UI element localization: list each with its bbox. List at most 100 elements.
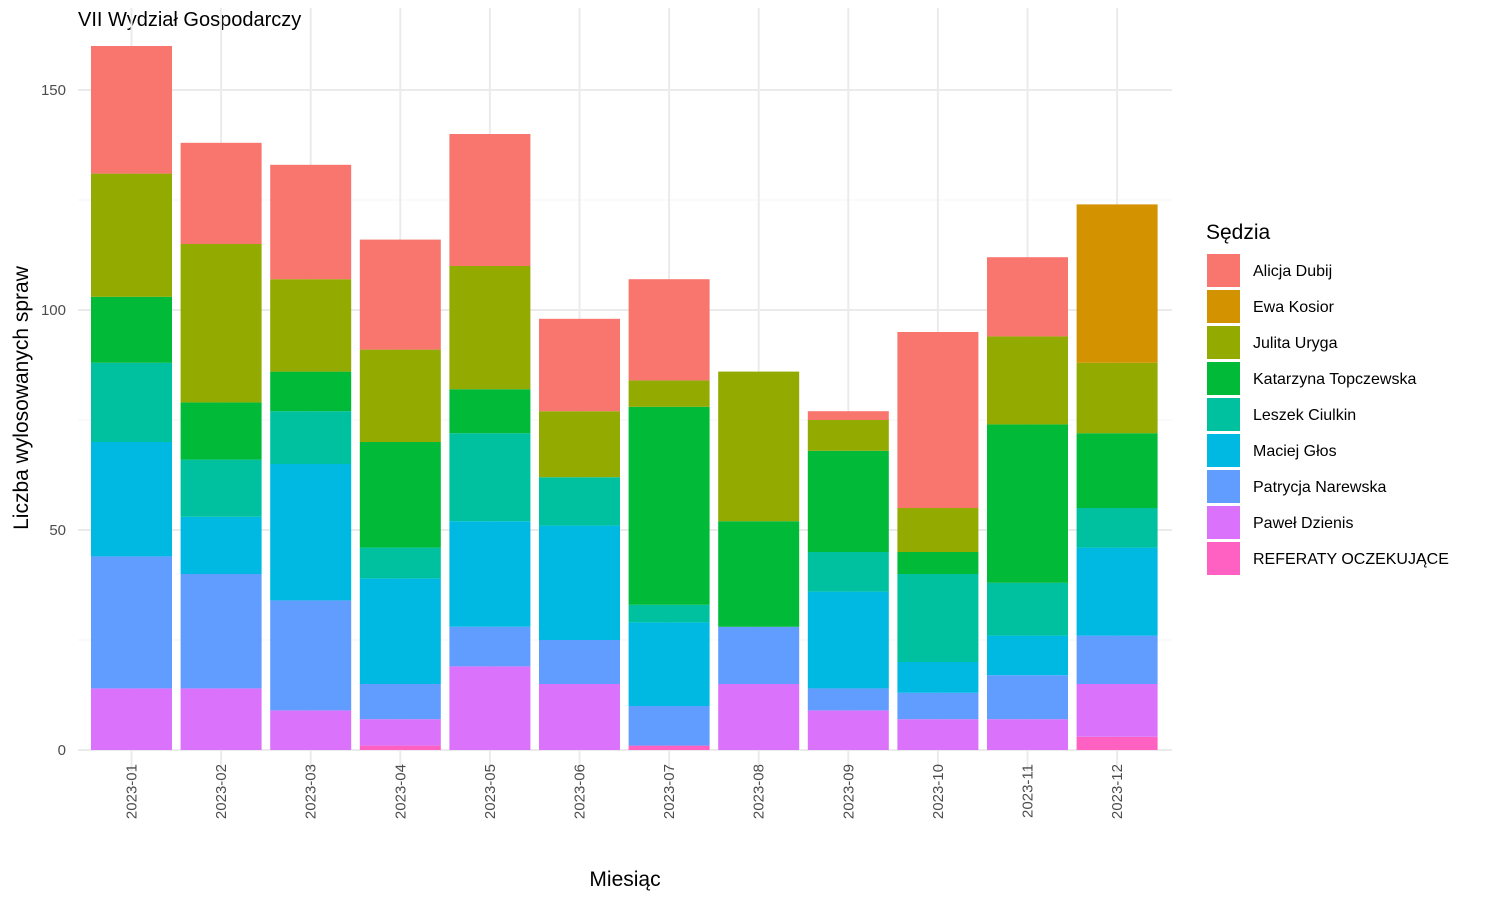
bar-segment: 2023-09 — Paweł Dzienis: 9 — [807, 710, 889, 750]
bar-segment: 2023-01 — Paweł Dzienis: 14 — [91, 688, 172, 750]
legend-label: Katarzyna Topczewska — [1253, 371, 1416, 388]
legend-key — [1207, 434, 1240, 467]
bar-segment: 2023-05 — Julita Uryga: 28 — [449, 266, 531, 390]
legend-label: Julita Uryga — [1253, 335, 1338, 352]
x-tick-label: 2023-11 — [1020, 764, 1037, 818]
bar-segment: 2023-12 — Katarzyna Topczewska: 17 — [1076, 433, 1158, 508]
legend-label: REFERATY OCZEKUJĄCE — [1253, 551, 1449, 568]
bar-segment: 2023-09 — Alicja Dubij: 2 — [807, 411, 889, 420]
bar-segment: 2023-02 — Leszek Ciulkin: 13 — [180, 459, 262, 517]
bar-segment: 2023-12 — Maciej Głos: 20 — [1076, 547, 1158, 636]
bar-segment: 2023-07 — Leszek Ciulkin: 4 — [628, 604, 710, 623]
x-tick-label: 2023-04 — [392, 764, 409, 819]
bar-segment: 2023-07 — Patrycja Narewska: 9 — [628, 706, 710, 746]
bar-segment: 2023-11 — Paweł Dzienis: 7 — [987, 719, 1068, 750]
legend-key — [1207, 326, 1240, 359]
bar-segment: 2023-11 — Maciej Głos: 9 — [987, 635, 1068, 676]
x-tick-label: 2023-01 — [124, 764, 141, 819]
bar-segment: 2023-08 — Julita Uryga: 34 — [718, 371, 800, 522]
bar-segment: 2023-10 — Julita Uryga: 10 — [897, 508, 979, 552]
bar-segment: 2023-12 — Patrycja Narewska: 11 — [1076, 635, 1158, 684]
bar-segment: 2023-10 — Maciej Głos: 7 — [897, 662, 979, 693]
x-tick-label: 2023-07 — [661, 764, 678, 819]
x-tick-label: 2023-02 — [213, 764, 230, 819]
y-tick-label: 0 — [58, 742, 66, 759]
bar-segment: 2023-07 — Alicja Dubij: 23 — [628, 279, 710, 381]
bar-segment: 2023-07 — Katarzyna Topczewska: 45 — [628, 406, 710, 605]
bar-segment: 2023-02 — Paweł Dzienis: 14 — [180, 688, 262, 750]
bar-segment: 2023-03 — Julita Uryga: 21 — [270, 279, 352, 372]
bar-segment: 2023-07 — Julita Uryga: 6 — [628, 380, 710, 407]
bar-segment: 2023-06 — Patrycja Narewska: 10 — [539, 640, 620, 684]
bar-segment: 2023-03 — Katarzyna Topczewska: 9 — [270, 371, 352, 412]
bar-segment: 2023-01 — Alicja Dubij: 29 — [91, 46, 172, 174]
bar-segment: 2023-03 — Maciej Głos: 31 — [270, 464, 352, 601]
bar-segment: 2023-11 — Julita Uryga: 20 — [987, 336, 1068, 425]
legend-key — [1207, 254, 1240, 287]
bar-segment: 2023-02 — Maciej Głos: 13 — [180, 516, 262, 574]
bar-segment: 2023-05 — Patrycja Narewska: 9 — [449, 626, 531, 667]
y-axis-ticks: 0 50 100 150 — [41, 82, 66, 759]
legend-key — [1207, 362, 1240, 395]
bar-segment: 2023-05 — Leszek Ciulkin: 20 — [449, 433, 531, 522]
bar-segment: 2023-08 — Paweł Dzienis: 15 — [718, 684, 800, 750]
bar-segment: 2023-09 — Patrycja Narewska: 5 — [807, 688, 889, 711]
bar-segment: 2023-06 — Alicja Dubij: 21 — [539, 318, 620, 412]
bars: 2023-01 — Paweł Dzienis: 142023-01 — Pat… — [91, 46, 1158, 750]
bar-segment: 2023-02 — Julita Uryga: 36 — [180, 244, 262, 403]
bar-segment: 2023-10 — Alicja Dubij: 40 — [897, 332, 979, 508]
bar-segment: 2023-03 — Leszek Ciulkin: 12 — [270, 411, 352, 464]
bar-segment: 2023-02 — Katarzyna Topczewska: 13 — [180, 402, 262, 460]
x-tick-label: 2023-09 — [840, 764, 857, 819]
legend-key — [1207, 470, 1240, 503]
bar-segment: 2023-08 — Katarzyna Topczewska: 24 — [718, 521, 800, 627]
bar-segment: 2023-03 — Paweł Dzienis: 9 — [270, 710, 352, 750]
bar-segment: 2023-05 — Alicja Dubij: 30 — [449, 134, 531, 266]
legend-key — [1207, 290, 1240, 323]
legend: Sędzia Alicja Dubij Ewa Kosior Julita Uryg… — [1206, 221, 1449, 575]
bar-segment: 2023-09 — Julita Uryga: 7 — [807, 420, 889, 451]
bar-segment: 2023-10 — Leszek Ciulkin: 20 — [897, 574, 979, 662]
x-tick-label: 2023-05 — [482, 764, 499, 819]
bar-segment: 2023-06 — Leszek Ciulkin: 11 — [539, 477, 620, 526]
bar-segment: 2023-06 — Julita Uryga: 15 — [539, 411, 620, 478]
bar-segment: 2023-12 — REFERATY OCZEKUJĄCE: 3 — [1076, 736, 1158, 750]
y-tick-label: 50 — [49, 522, 66, 539]
bar-segment: 2023-10 — Katarzyna Topczewska: 5 — [897, 552, 979, 574]
legend-label: Paweł Dzienis — [1253, 515, 1353, 532]
legend-label: Alicja Dubij — [1253, 263, 1332, 280]
legend-title: Sędzia — [1206, 221, 1271, 244]
bar-segment: 2023-10 — Paweł Dzienis: 7 — [897, 719, 979, 750]
bar-segment: 2023-12 — Ewa Kosior: 36 — [1076, 204, 1158, 363]
bar-segment: 2023-01 — Julita Uryga: 28 — [91, 173, 172, 297]
bar-segment: 2023-11 — Leszek Ciulkin: 12 — [987, 582, 1068, 636]
bar-segment: 2023-10 — Patrycja Narewska: 6 — [897, 692, 979, 720]
bar-segment: 2023-01 — Patrycja Narewska: 30 — [91, 556, 172, 689]
bar-segment: 2023-07 — REFERATY OCZEKUJĄCE: 1 — [628, 745, 710, 750]
bar-segment: 2023-11 — Katarzyna Topczewska: 36 — [987, 424, 1068, 583]
bar-segment: 2023-05 — Paweł Dzienis: 19 — [449, 666, 531, 750]
x-tick-label: 2023-03 — [303, 764, 320, 819]
bar-segment: 2023-04 — Maciej Głos: 24 — [359, 578, 441, 684]
bar-segment: 2023-04 — Leszek Ciulkin: 7 — [359, 547, 441, 579]
bar-segment: 2023-12 — Julita Uryga: 16 — [1076, 362, 1158, 434]
x-tick-label: 2023-06 — [572, 764, 589, 819]
bar-segment: 2023-04 — Paweł Dzienis: 6 — [359, 719, 441, 746]
chart-title: VII Wydział Gospodarczy — [78, 9, 301, 31]
x-tick-label: 2023-12 — [1109, 764, 1126, 819]
bar-segment: 2023-09 — Maciej Głos: 22 — [807, 591, 889, 689]
legend-label: Ewa Kosior — [1253, 299, 1335, 316]
legend-key — [1207, 398, 1240, 431]
legend-key — [1207, 542, 1240, 575]
legend-key — [1207, 506, 1240, 539]
bar-segment: 2023-05 — Maciej Głos: 24 — [449, 521, 531, 627]
bar-segment: 2023-06 — Maciej Głos: 26 — [539, 525, 620, 640]
x-tick-label: 2023-10 — [930, 764, 947, 819]
y-tick-label: 150 — [41, 82, 66, 99]
bar-segment: 2023-12 — Leszek Ciulkin: 9 — [1076, 508, 1158, 548]
x-tick-label: 2023-08 — [751, 764, 768, 819]
bar-segment: 2023-08 — Patrycja Narewska: 13 — [718, 626, 800, 684]
bar-segment: 2023-11 — Alicja Dubij: 18 — [987, 257, 1068, 337]
bar-segment: 2023-03 — Patrycja Narewska: 25 — [270, 600, 352, 711]
